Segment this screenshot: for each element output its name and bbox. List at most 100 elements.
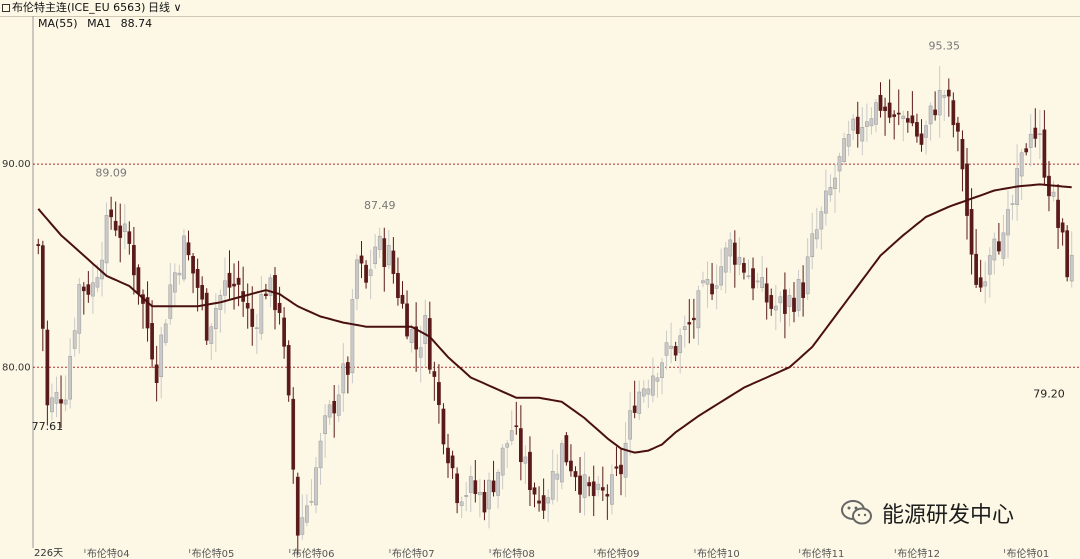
price-annotation-high: 87.49 bbox=[364, 199, 396, 212]
candle-body bbox=[742, 263, 746, 273]
candle bbox=[118, 203, 123, 263]
candle bbox=[546, 489, 551, 523]
candle bbox=[418, 325, 423, 383]
candle bbox=[705, 261, 710, 308]
candle-body bbox=[409, 329, 414, 343]
candle bbox=[682, 315, 687, 348]
candle-body bbox=[173, 272, 177, 293]
candle bbox=[887, 79, 892, 124]
candle bbox=[446, 433, 450, 478]
chart-header-bar: 布伦特主连(ICE_EU 6563) 日线 ∨ bbox=[0, 0, 1080, 17]
candle bbox=[1006, 190, 1010, 259]
candle-body bbox=[405, 303, 409, 337]
candle-body bbox=[414, 326, 418, 350]
candle-body bbox=[1006, 209, 1010, 236]
candle bbox=[1001, 214, 1006, 267]
candle-body bbox=[846, 134, 851, 147]
candle bbox=[104, 202, 109, 278]
candle-body bbox=[195, 269, 200, 288]
candle-body bbox=[40, 245, 45, 329]
candle-body bbox=[610, 474, 614, 505]
candle bbox=[723, 241, 728, 294]
candle bbox=[764, 267, 769, 320]
candle bbox=[678, 328, 683, 374]
candle-body bbox=[386, 245, 391, 266]
candle bbox=[719, 248, 724, 291]
candle bbox=[373, 234, 378, 269]
candle-body bbox=[150, 323, 154, 360]
candle bbox=[851, 113, 856, 141]
candle-body bbox=[509, 430, 514, 441]
candle bbox=[154, 345, 159, 402]
candle-body bbox=[86, 284, 91, 295]
candle-body bbox=[701, 280, 705, 284]
candle-body bbox=[145, 297, 150, 329]
candle-body bbox=[783, 289, 787, 314]
candle-body bbox=[391, 250, 396, 274]
candle bbox=[141, 289, 145, 329]
candle bbox=[173, 263, 177, 307]
candle-body bbox=[54, 391, 59, 404]
x-tick-label: 布伦特10 bbox=[697, 547, 740, 559]
candle bbox=[1060, 218, 1065, 246]
candle bbox=[874, 99, 878, 133]
candle bbox=[728, 232, 733, 273]
candle-body bbox=[928, 105, 933, 125]
candle-body bbox=[359, 255, 364, 264]
candle-body bbox=[491, 480, 496, 493]
candle bbox=[837, 152, 842, 193]
ma1-label: MA1 bbox=[87, 17, 112, 30]
candle bbox=[195, 258, 200, 312]
candle bbox=[555, 454, 560, 502]
candle-body bbox=[95, 277, 100, 288]
indicator-legend: MA(55) MA1 88.74 bbox=[38, 17, 158, 30]
candle bbox=[828, 174, 833, 202]
candle-body bbox=[332, 400, 337, 414]
candle bbox=[223, 257, 227, 314]
candle-body bbox=[464, 495, 469, 497]
x-tick-label: 布伦特09 bbox=[597, 547, 640, 559]
candle bbox=[77, 278, 82, 354]
candle-body bbox=[937, 90, 942, 116]
candle bbox=[136, 264, 141, 305]
candle bbox=[928, 102, 933, 141]
candle-body bbox=[250, 308, 255, 327]
candle-body bbox=[692, 317, 696, 321]
candle bbox=[946, 78, 951, 117]
candle-body bbox=[892, 114, 897, 117]
candle bbox=[673, 341, 678, 362]
candle bbox=[992, 232, 997, 275]
x-tick-label: 布伦特12 bbox=[897, 547, 940, 559]
candle bbox=[437, 364, 441, 424]
candle bbox=[396, 257, 400, 306]
candle-body bbox=[1028, 133, 1033, 148]
candle bbox=[109, 196, 113, 230]
candle bbox=[614, 446, 619, 477]
candle-body bbox=[286, 345, 291, 396]
candle bbox=[532, 482, 537, 508]
candle bbox=[350, 288, 355, 384]
candle bbox=[232, 263, 236, 310]
candle-body bbox=[751, 268, 755, 289]
candle-body bbox=[687, 322, 692, 325]
candle-body bbox=[45, 329, 50, 406]
candle-body bbox=[277, 302, 282, 313]
candle-body bbox=[596, 483, 601, 490]
candle-body bbox=[997, 241, 1001, 252]
candle-body bbox=[960, 138, 965, 170]
candle-body bbox=[778, 296, 783, 304]
candle bbox=[641, 380, 646, 403]
candle bbox=[132, 226, 136, 295]
candle bbox=[623, 422, 628, 498]
candle bbox=[1019, 149, 1024, 201]
candle-body bbox=[637, 391, 642, 414]
candle-body bbox=[628, 410, 632, 440]
candle-body bbox=[1069, 255, 1074, 282]
candle bbox=[145, 281, 150, 342]
candle-body bbox=[641, 388, 646, 397]
window-square-icon[interactable] bbox=[2, 4, 10, 12]
period-selector[interactable]: 日线 ∨ bbox=[148, 0, 182, 16]
candle bbox=[883, 97, 887, 136]
candle bbox=[878, 82, 883, 118]
candle-body bbox=[154, 364, 159, 384]
